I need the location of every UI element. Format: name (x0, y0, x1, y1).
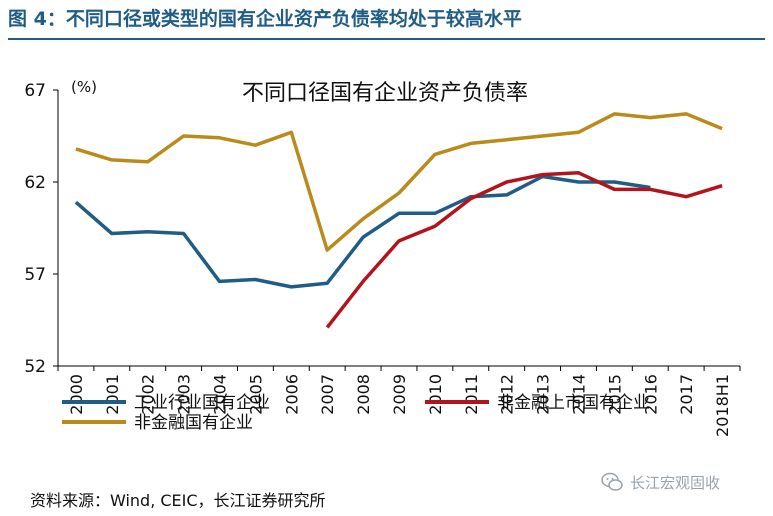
x-tick-label: 2000 (67, 374, 86, 415)
y-tick-label: 52 (24, 357, 46, 377)
figure-title: 图 4：不同口径或类型的国有企业资产负债率均处于较高水平 (8, 8, 522, 30)
line-chart: 不同口径国有企业资产负债率 (%) 52 57 62 67 2000 2001 2002 20… (24, 78, 741, 437)
chart-title: 不同口径国有企业资产负债率 (242, 81, 528, 106)
x-tick-label: 2011 (462, 374, 481, 415)
x-tick-label: 2005 (246, 374, 265, 415)
series-line-2 (75, 112, 723, 252)
x-tick-label: 2003 (175, 374, 194, 415)
x-tick-label: 2006 (282, 374, 301, 415)
x-tick-label: 2008 (354, 374, 373, 415)
x-tick-label: 2002 (139, 374, 158, 415)
wechat-icon (601, 472, 623, 491)
x-tick-label: 2017 (677, 374, 696, 415)
series-line-1 (325, 171, 723, 329)
x-tick-label: 2004 (211, 374, 230, 415)
series-line-0 (74, 174, 651, 289)
y-tick-label: 62 (24, 173, 46, 193)
legend-label: 工业行业国有企业 (134, 393, 270, 413)
x-tick-label: 2012 (498, 374, 517, 415)
x-tick-label: 2016 (641, 374, 660, 415)
y-tick-label: 57 (24, 265, 46, 285)
x-tick-label: 2001 (103, 374, 122, 415)
x-tick-label: 2010 (426, 374, 445, 415)
source-note: 资料来源：Wind, CEIC，长江证券研究所 (30, 491, 326, 510)
y-tick-label: 67 (24, 81, 46, 101)
watermark: 长江宏观固收 (600, 470, 720, 494)
x-tick-label: 2007 (318, 374, 337, 415)
watermark-text: 长江宏观固收 (630, 473, 721, 492)
x-tick-label: 2009 (390, 374, 409, 415)
legend-label: 非金融上市国有企业 (497, 393, 650, 413)
y-axis-unit: (%) (71, 78, 97, 96)
x-tick-label: 2018H1 (713, 374, 732, 437)
title-divider (8, 38, 765, 40)
x-tick-label: 2015 (605, 374, 624, 415)
x-tick-label: 2013 (534, 374, 553, 415)
legend-label: 非金融国有企业 (134, 413, 253, 433)
x-tick-label: 2014 (569, 374, 588, 415)
